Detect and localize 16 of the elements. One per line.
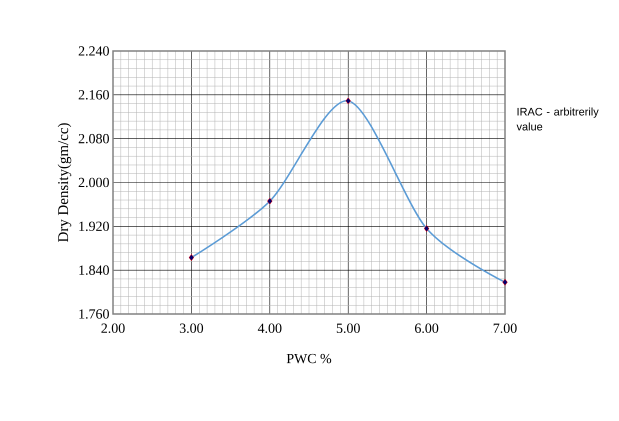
x-tick-label: 2.00 xyxy=(101,324,125,333)
y-tick-label: 1.760 xyxy=(79,309,109,319)
y-tick-label: 2.000 xyxy=(78,178,109,188)
x-axis-title: PWC % xyxy=(286,354,332,364)
x-tick-label: 5.00 xyxy=(336,324,360,333)
text: IRAC - arbitrerily value xyxy=(516,108,599,131)
y-tick-label: 1.840 xyxy=(79,265,109,275)
x-tick-label: 4.00 xyxy=(258,324,282,333)
y-tick-label: 1.920 xyxy=(79,222,109,232)
y-tick-label: 2.240 xyxy=(78,46,109,56)
y-axis-title: Dry Density(gm/cc) xyxy=(58,123,72,242)
x-tick-label: 6.00 xyxy=(414,324,438,333)
x-tick-label: 7.00 xyxy=(494,324,517,333)
y-tick-label: 2.160 xyxy=(78,90,109,100)
x-tick-label: 3.00 xyxy=(180,324,204,333)
y-tick-label: 2.080 xyxy=(78,134,109,144)
